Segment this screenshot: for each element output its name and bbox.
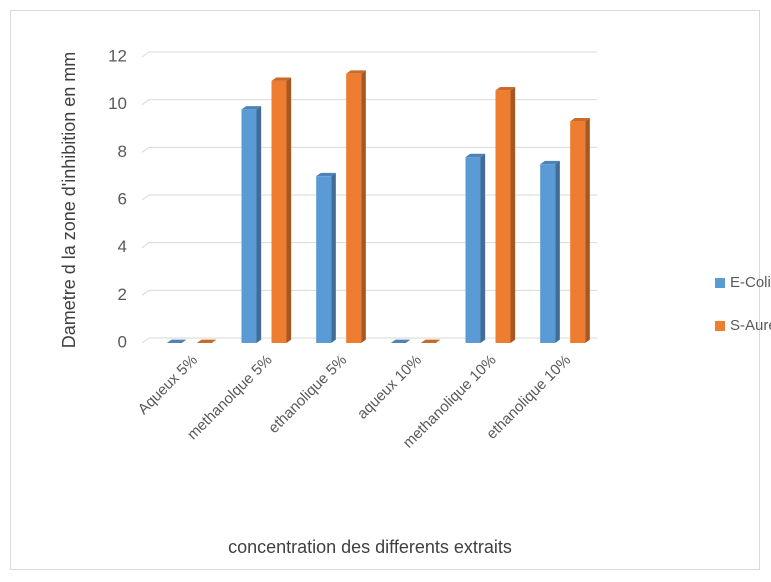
y-tick-label: 2: [118, 285, 127, 304]
bar-side: [480, 153, 486, 343]
grid-line: [141, 99, 597, 106]
y-tick-label: 4: [118, 237, 127, 256]
grid-line: [141, 146, 597, 153]
grid-line: [141, 194, 597, 201]
bar-top: [570, 118, 590, 122]
bar-top: [316, 172, 336, 177]
y-axis-label: Dametre d la zone d'inhibition en mm: [59, 52, 79, 349]
bar: [271, 80, 287, 343]
grid-line: [141, 242, 597, 249]
bar-side: [510, 87, 516, 344]
y-tick-label: 6: [118, 189, 127, 208]
y-tick-label: 10: [108, 94, 127, 113]
grid-line: [141, 337, 597, 344]
grid-line: [141, 289, 597, 296]
bar-side: [331, 172, 336, 343]
legend-swatch: [715, 321, 725, 331]
bar-top: [390, 339, 411, 343]
y-tick-label: 8: [118, 142, 127, 161]
bar-side: [286, 77, 292, 343]
bar-top: [346, 70, 366, 74]
y-tick-label: 12: [108, 46, 127, 65]
legend-swatch: [715, 278, 725, 288]
y-tick-label: 0: [118, 332, 127, 351]
bar-top: [540, 160, 560, 165]
bar-side: [555, 160, 560, 343]
bar-top: [495, 87, 516, 91]
bar-top: [166, 339, 187, 343]
bar-side: [256, 106, 262, 343]
bar-side: [361, 70, 366, 343]
bar-top: [271, 77, 292, 81]
bar: [241, 109, 257, 343]
legend-label: E-Coli: [730, 274, 771, 291]
grid-line: [141, 51, 597, 58]
bar: [316, 176, 332, 343]
bar: [465, 157, 481, 343]
bar-top: [241, 106, 262, 110]
legend-label: S-Aureus: [730, 317, 771, 334]
bar: [346, 73, 362, 343]
bar-side: [585, 118, 590, 344]
bar: [540, 164, 556, 343]
bar: [570, 121, 586, 343]
bar-top: [465, 153, 486, 158]
bar: [495, 90, 511, 343]
bar-top: [196, 339, 217, 343]
bar-top: [420, 339, 441, 343]
x-axis-label: concentration des differents extraits: [228, 537, 512, 557]
